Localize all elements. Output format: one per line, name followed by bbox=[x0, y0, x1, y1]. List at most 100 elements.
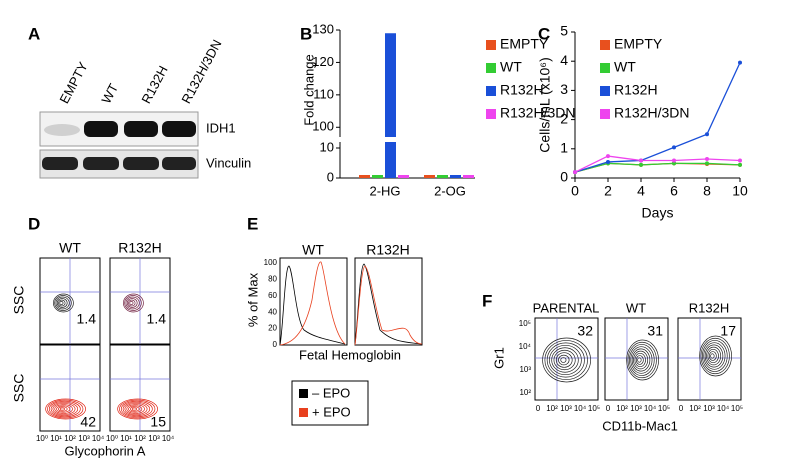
contour bbox=[551, 347, 579, 373]
quadrant-value: 15 bbox=[150, 414, 166, 430]
y-tick-label: 4 bbox=[560, 52, 568, 68]
contour bbox=[55, 296, 70, 310]
x-tick-label: 10³ bbox=[148, 434, 160, 443]
band bbox=[84, 121, 118, 137]
y-axis-label: % of Max bbox=[245, 272, 260, 327]
contour bbox=[123, 293, 144, 313]
contour bbox=[700, 337, 730, 375]
x-axis-label: Days bbox=[642, 205, 674, 221]
y-tick-label: 5 bbox=[560, 23, 568, 39]
y-tick-label: 10³ bbox=[519, 365, 531, 374]
legend-swatch bbox=[486, 40, 496, 50]
plot-frame bbox=[279, 257, 348, 346]
y-tick-label: 1 bbox=[560, 140, 568, 156]
legend-swatch bbox=[486, 109, 496, 119]
x-tick-label: 10⁴ bbox=[92, 434, 105, 443]
plot-frame bbox=[534, 317, 599, 401]
point bbox=[738, 162, 742, 167]
panel-label: B bbox=[300, 24, 312, 43]
contour bbox=[56, 405, 71, 413]
band bbox=[83, 157, 119, 170]
contour bbox=[637, 357, 642, 363]
contour bbox=[629, 344, 655, 376]
legend-swatch bbox=[600, 109, 610, 119]
bar bbox=[450, 175, 461, 178]
panel-label: E bbox=[247, 214, 258, 233]
y-tick-label: 10⁴ bbox=[519, 342, 532, 351]
x-tick-label: 6 bbox=[670, 183, 678, 199]
legend-label: R132H bbox=[500, 82, 544, 98]
x-tick-label: 10⁴ bbox=[574, 404, 587, 413]
contour bbox=[542, 337, 591, 383]
y-tick-label: 110 bbox=[313, 86, 334, 101]
point bbox=[738, 158, 742, 163]
lane-label: EMPTY bbox=[56, 59, 90, 106]
x-tick-label: 10⁵ bbox=[588, 404, 600, 413]
y-tick-label: 0 bbox=[560, 169, 568, 185]
x-tick-label: 10 bbox=[732, 183, 748, 199]
band bbox=[44, 124, 80, 136]
y-tick-label: 40 bbox=[268, 307, 277, 316]
column-label: R132H bbox=[689, 300, 729, 315]
contour bbox=[58, 299, 66, 307]
x-tick-label: 8 bbox=[703, 183, 711, 199]
y-tick-label: 60 bbox=[268, 291, 277, 300]
contour bbox=[52, 403, 76, 415]
bar bbox=[437, 175, 448, 178]
legend-label: EMPTY bbox=[614, 36, 663, 52]
quadrant-value: 42 bbox=[80, 414, 96, 430]
y-axis-label: SSC bbox=[11, 286, 27, 315]
y-axis-label: SSC bbox=[11, 374, 27, 403]
contour bbox=[54, 404, 73, 414]
point bbox=[705, 161, 709, 166]
contour bbox=[120, 400, 153, 418]
contour bbox=[703, 342, 726, 370]
contour bbox=[546, 342, 585, 378]
x-tick-label: 10³ bbox=[703, 404, 715, 413]
band bbox=[42, 157, 78, 170]
legend-label: WT bbox=[614, 59, 636, 75]
legend-label: R132H/3DN bbox=[500, 105, 575, 121]
bar bbox=[398, 175, 409, 178]
contour bbox=[58, 406, 68, 412]
band bbox=[123, 157, 159, 170]
x-tick-label: 10¹ bbox=[120, 434, 132, 443]
contour bbox=[53, 293, 74, 313]
contour bbox=[122, 401, 151, 417]
column-label: WT bbox=[626, 300, 646, 315]
x-tick-label: 2-OG bbox=[434, 183, 466, 198]
x-tick-label: 10² bbox=[616, 404, 628, 413]
x-tick-label: 0 bbox=[679, 404, 684, 413]
contour bbox=[633, 350, 649, 370]
legend-label: EMPTY bbox=[500, 36, 549, 52]
x-tick-label: 10² bbox=[64, 434, 76, 443]
legend-swatch bbox=[299, 389, 308, 398]
point bbox=[705, 132, 709, 137]
bar bbox=[424, 175, 435, 178]
legend-label: + EPO bbox=[312, 404, 351, 419]
contour bbox=[59, 301, 64, 305]
contour bbox=[555, 352, 573, 368]
point bbox=[738, 60, 742, 65]
x-tick-label: 10³ bbox=[78, 434, 90, 443]
contour bbox=[626, 339, 659, 381]
bar bbox=[463, 175, 474, 178]
contour bbox=[631, 348, 651, 372]
contour bbox=[627, 341, 657, 379]
contour bbox=[50, 401, 79, 417]
point bbox=[672, 158, 676, 163]
bar bbox=[372, 175, 383, 178]
plot-frame bbox=[677, 317, 742, 401]
band-label: Vinculin bbox=[206, 155, 251, 170]
contour bbox=[126, 298, 138, 308]
y-axis-label: Gr1 bbox=[491, 347, 506, 369]
y-tick-label: 0 bbox=[273, 340, 278, 349]
contour bbox=[708, 351, 717, 361]
contour bbox=[706, 346, 722, 366]
legend-label: R132H bbox=[614, 82, 658, 98]
quadrant-value: 32 bbox=[577, 323, 593, 339]
x-tick-label: 10⁵ bbox=[658, 404, 670, 413]
point bbox=[639, 158, 643, 163]
y-tick-label: 100 bbox=[312, 119, 334, 134]
x-tick-label: 2 bbox=[604, 183, 612, 199]
